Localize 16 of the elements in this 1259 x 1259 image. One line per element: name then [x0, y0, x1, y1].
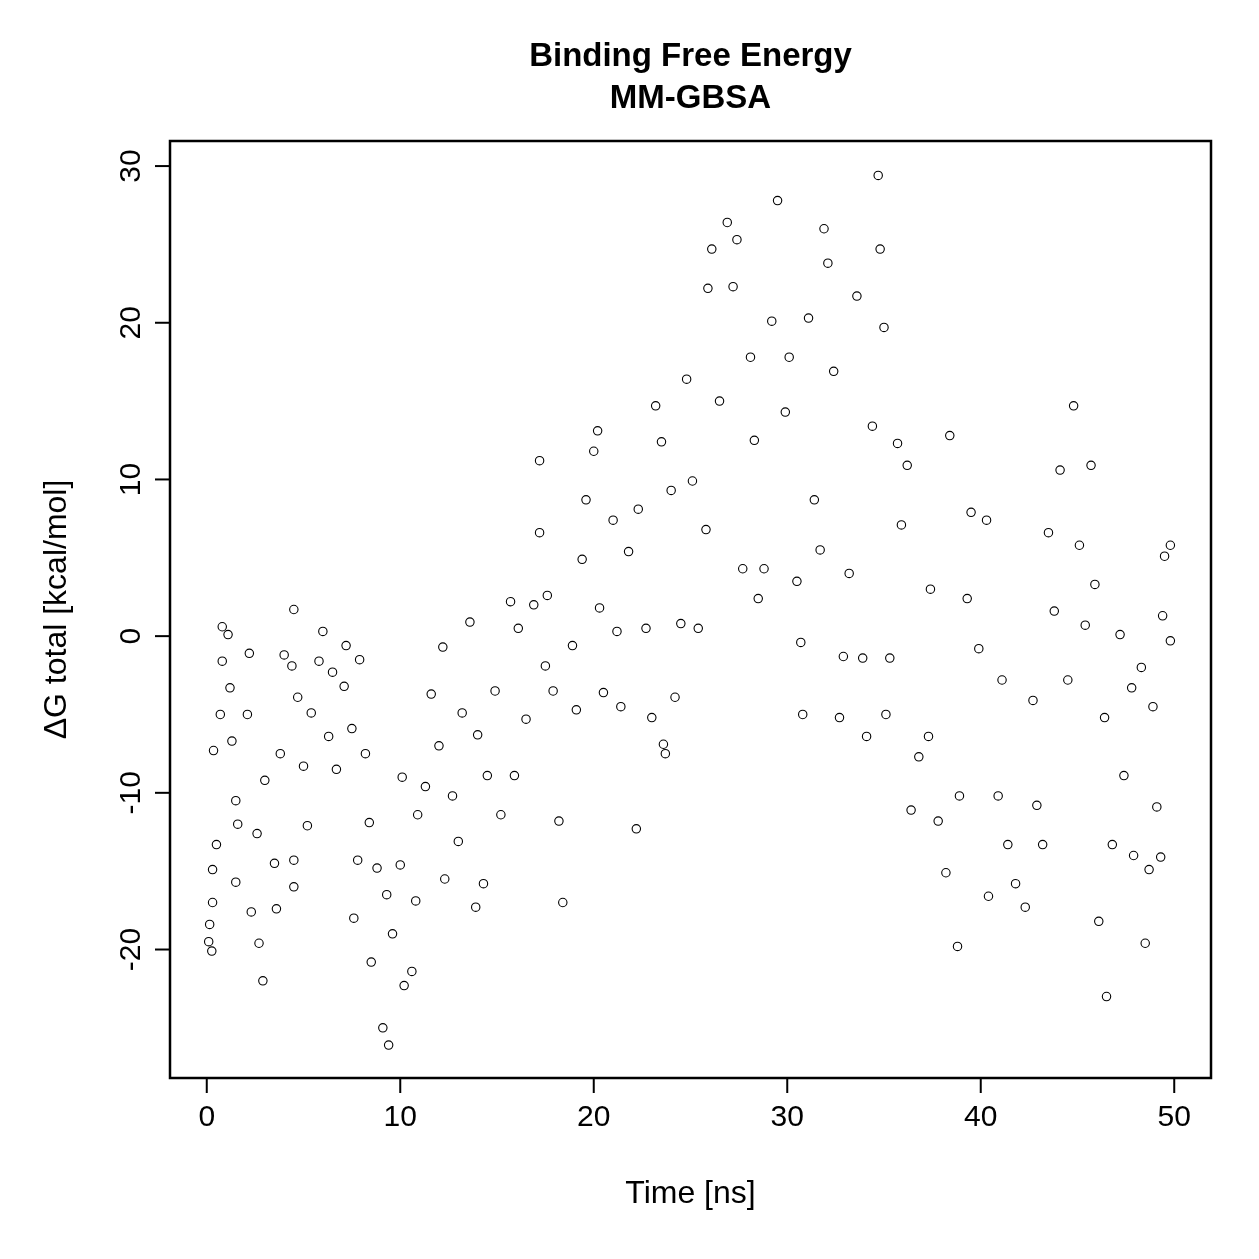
y-tick-label: 20: [113, 306, 146, 340]
x-tick-label: 40: [964, 1099, 998, 1132]
x-tick-label: 30: [770, 1099, 804, 1132]
x-tick-label: 50: [1157, 1099, 1191, 1132]
x-tick-label: 10: [383, 1099, 417, 1132]
chart-subtitle: MM-GBSA: [609, 78, 772, 115]
y-tick-label: 0: [113, 627, 146, 645]
x-tick-label: 0: [198, 1099, 216, 1132]
y-axis-title: ΔG total [kcal/mol]: [37, 479, 73, 740]
y-tick-label: -20: [113, 927, 146, 972]
x-tick-label: 20: [577, 1099, 611, 1132]
y-tick-label: 30: [113, 149, 146, 183]
y-tick-label: 10: [113, 462, 146, 497]
y-tick-label: -10: [113, 771, 146, 815]
x-axis-title: Time [ns]: [625, 1174, 756, 1210]
chart-title: Binding Free Energy: [529, 36, 853, 73]
